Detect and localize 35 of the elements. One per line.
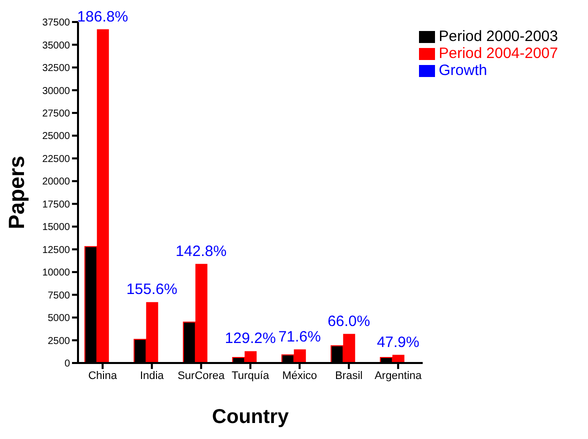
x-tick-label: Brasil xyxy=(335,370,363,382)
annotation: 71.6% xyxy=(278,328,321,346)
y-tick-label: 2500 xyxy=(48,336,70,347)
y-axis-title: Papers xyxy=(4,156,29,230)
x-tick-label: China xyxy=(88,370,118,382)
legend-label: Growth xyxy=(438,62,488,80)
x-tick-label: SurCorea xyxy=(178,370,226,382)
y-tick-label: 17500 xyxy=(42,199,70,210)
y-tick-label: 5000 xyxy=(48,313,70,324)
x-tick-label: Argentina xyxy=(374,370,423,382)
y-tick-label: 32500 xyxy=(42,63,70,74)
legend-label: Period 2000-2003 xyxy=(438,28,558,45)
y-tick-label: 25000 xyxy=(42,131,70,142)
x-tick-label: Turquía xyxy=(232,370,270,382)
y-tick-label: 7500 xyxy=(48,290,70,302)
x-tick-label: México xyxy=(282,370,318,382)
y-tick-label: 30000 xyxy=(42,86,70,97)
annotation: 47.9% xyxy=(376,334,420,351)
y-tick-label: 37500 xyxy=(42,18,70,29)
annotation: 155.6% xyxy=(126,281,178,298)
y-tick-label: 22500 xyxy=(42,154,70,165)
legend-label: Period 2004-2007 xyxy=(438,45,558,62)
annotation: 129.2% xyxy=(224,330,276,348)
x-axis-title: Country xyxy=(212,406,290,428)
y-tick-label: 10000 xyxy=(42,268,70,279)
y-tick-label: 0 xyxy=(64,358,70,370)
y-tick-label: 27500 xyxy=(42,108,70,120)
annotation: 142.8% xyxy=(176,242,227,260)
annotation: 66.0% xyxy=(328,312,370,330)
y-tick-label: 15000 xyxy=(42,222,70,234)
y-tick-label: 20000 xyxy=(42,176,70,188)
y-tick-label: 35000 xyxy=(42,40,70,52)
x-tick-label: India xyxy=(140,370,165,382)
annotation: 186.8% xyxy=(77,8,128,26)
y-tick-label: 12500 xyxy=(42,244,70,256)
